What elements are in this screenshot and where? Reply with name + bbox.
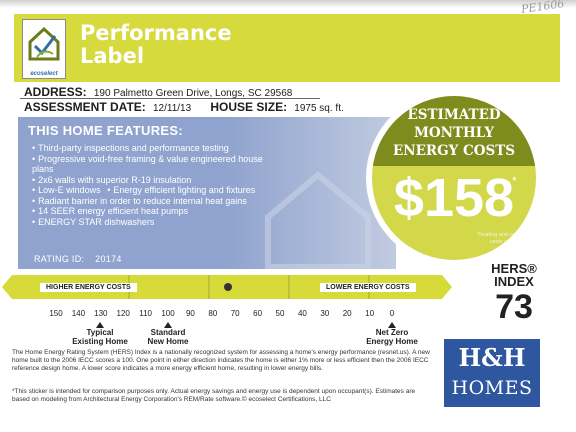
disclaimer: *This sticker is intended for comparison…: [12, 388, 416, 403]
list-item: • 14 SEER energy efficient heat pumps: [32, 206, 189, 216]
scale-tick-label: 20: [342, 309, 352, 318]
hers-index-value: 73: [495, 288, 533, 326]
scale-segment: [288, 275, 290, 299]
typical-existing-home-label: Typical Existing Home: [72, 328, 128, 346]
monthly-cost-value: $158: [393, 168, 515, 228]
features-title: THIS HOME FEATURES:: [28, 123, 183, 138]
list-item: • Low-E windows • Energy efficient lightin…: [32, 185, 256, 195]
hh-mark: H&H: [458, 343, 526, 372]
scale-tick-label: 50: [275, 309, 285, 318]
hers-scale: HIGHER ENERGY COSTS LOWER ENERGY COSTS: [2, 275, 452, 299]
existing-home-marker-icon: [96, 322, 104, 328]
scale-tick-label: 120: [116, 309, 130, 318]
assessment-date-label: ASSESSMENT DATE:: [24, 100, 146, 114]
assessment-date-value: 12/11/13: [153, 103, 192, 114]
hh-wordmark: HOMES: [451, 377, 533, 399]
rating-id-value: 20174: [95, 254, 122, 264]
heading-line: MONTHLY: [413, 125, 495, 141]
rating-id: RATING ID: 20174: [34, 254, 122, 264]
standard-home-marker-icon: [164, 322, 172, 328]
list-item: plans: [32, 164, 54, 174]
label-title: Performance Label: [80, 22, 232, 68]
scale-tick-label: 140: [71, 309, 86, 318]
scale-tick-label: 70: [230, 309, 240, 318]
divider: [20, 98, 320, 99]
house-outline-watermark: [265, 171, 371, 269]
features-panel: THIS HOME FEATURES: • Third-party inspect…: [18, 117, 396, 269]
house-checkmark-icon: [27, 24, 61, 64]
header-band: ecoselect Performance Label: [14, 14, 560, 82]
list-item: • 2x6 walls with superior R-19 insulation: [32, 174, 192, 185]
assessment-row: ASSESSMENT DATE: 12/11/13 HOUSE SIZE: 19…: [24, 100, 344, 114]
scale-arrow-right: [442, 275, 452, 299]
features-list: • Third-party inspections and performance…: [32, 143, 292, 227]
heading-line: ENERGY COSTS: [392, 143, 516, 159]
title-line-2: Label: [80, 44, 145, 68]
scan-edge: [0, 0, 576, 8]
scale-tick-label: 40: [297, 309, 307, 318]
hh-homes-logo: H&H HOMES: [444, 339, 540, 407]
net-zero-energy-home-label: Net Zero Energy Home: [366, 328, 418, 346]
scale-tick-label: 60: [253, 309, 263, 318]
cost-asterisk: *: [512, 174, 517, 188]
address-row: ADDRESS: 190 Palmetto Green Drive, Longs…: [24, 85, 292, 99]
higher-energy-costs-label: HIGHER ENERGY COSTS: [40, 283, 137, 292]
scale-tick-label: 110: [139, 309, 152, 318]
lower-energy-costs-label: LOWER ENERGY COSTS: [320, 283, 416, 292]
net-zero-marker-icon: [388, 322, 396, 328]
hers-explanation: The Home Energy Rating System (HERS) Ind…: [12, 349, 430, 372]
scale-tick-label: 100: [161, 309, 175, 318]
scale-tick-label: 90: [185, 309, 195, 318]
circle-header: [372, 96, 536, 166]
scale-tick-label: 130: [94, 309, 108, 318]
energy-cost-heading: ESTIMATED MONTHLY ENERGY COSTS: [372, 106, 536, 160]
scale-arrow-left: [2, 275, 12, 299]
address-value: 190 Palmetto Green Drive, Longs, SC 2956…: [93, 88, 293, 99]
scale-tick-label: 80: [208, 309, 218, 318]
list-item: • Third-party inspections and performance…: [32, 143, 229, 153]
title-line-1: Performance: [80, 21, 232, 45]
scale-segment: [208, 275, 210, 299]
ecoselect-logo: ecoselect: [22, 19, 66, 79]
address-label: ADDRESS:: [24, 85, 87, 99]
scale-tick-label: 10: [365, 309, 375, 318]
house-size-label: HOUSE SIZE:: [210, 100, 288, 114]
logo-wordmark: ecoselect: [30, 71, 58, 77]
energy-cost-circle: ESTIMATED MONTHLY ENERGY COSTS $158 * *h…: [372, 96, 536, 260]
scale-tick-label: 0: [389, 309, 395, 318]
heading-line: ESTIMATED: [407, 107, 501, 123]
list-item: • ENERGY STAR dishwashers: [32, 216, 155, 227]
list-item: • Progressive void-free framing & value e…: [32, 153, 263, 164]
hers-label-line: HERS®: [491, 261, 537, 276]
cost-footnote: *heating and cooling costs only: [477, 232, 527, 245]
hers-index-label: HERS® INDEX: [464, 262, 564, 288]
list-item: • Radiant barrier in order to reduce inte…: [32, 195, 247, 206]
house-size-value: 1975 sq. ft.: [294, 103, 344, 114]
scale-ticks: 150 140 130 120 110 100 90 80 70 60 50 40 30 20 10 0: [0, 309, 576, 323]
hers-label-line: INDEX: [494, 274, 534, 289]
scale-tick-label: 30: [320, 309, 330, 318]
hers-marker: [224, 283, 233, 291]
scale-tick-label: 150: [49, 309, 63, 318]
rating-id-label: RATING ID:: [34, 254, 85, 264]
standard-new-home-label: Standard New Home: [147, 328, 189, 346]
